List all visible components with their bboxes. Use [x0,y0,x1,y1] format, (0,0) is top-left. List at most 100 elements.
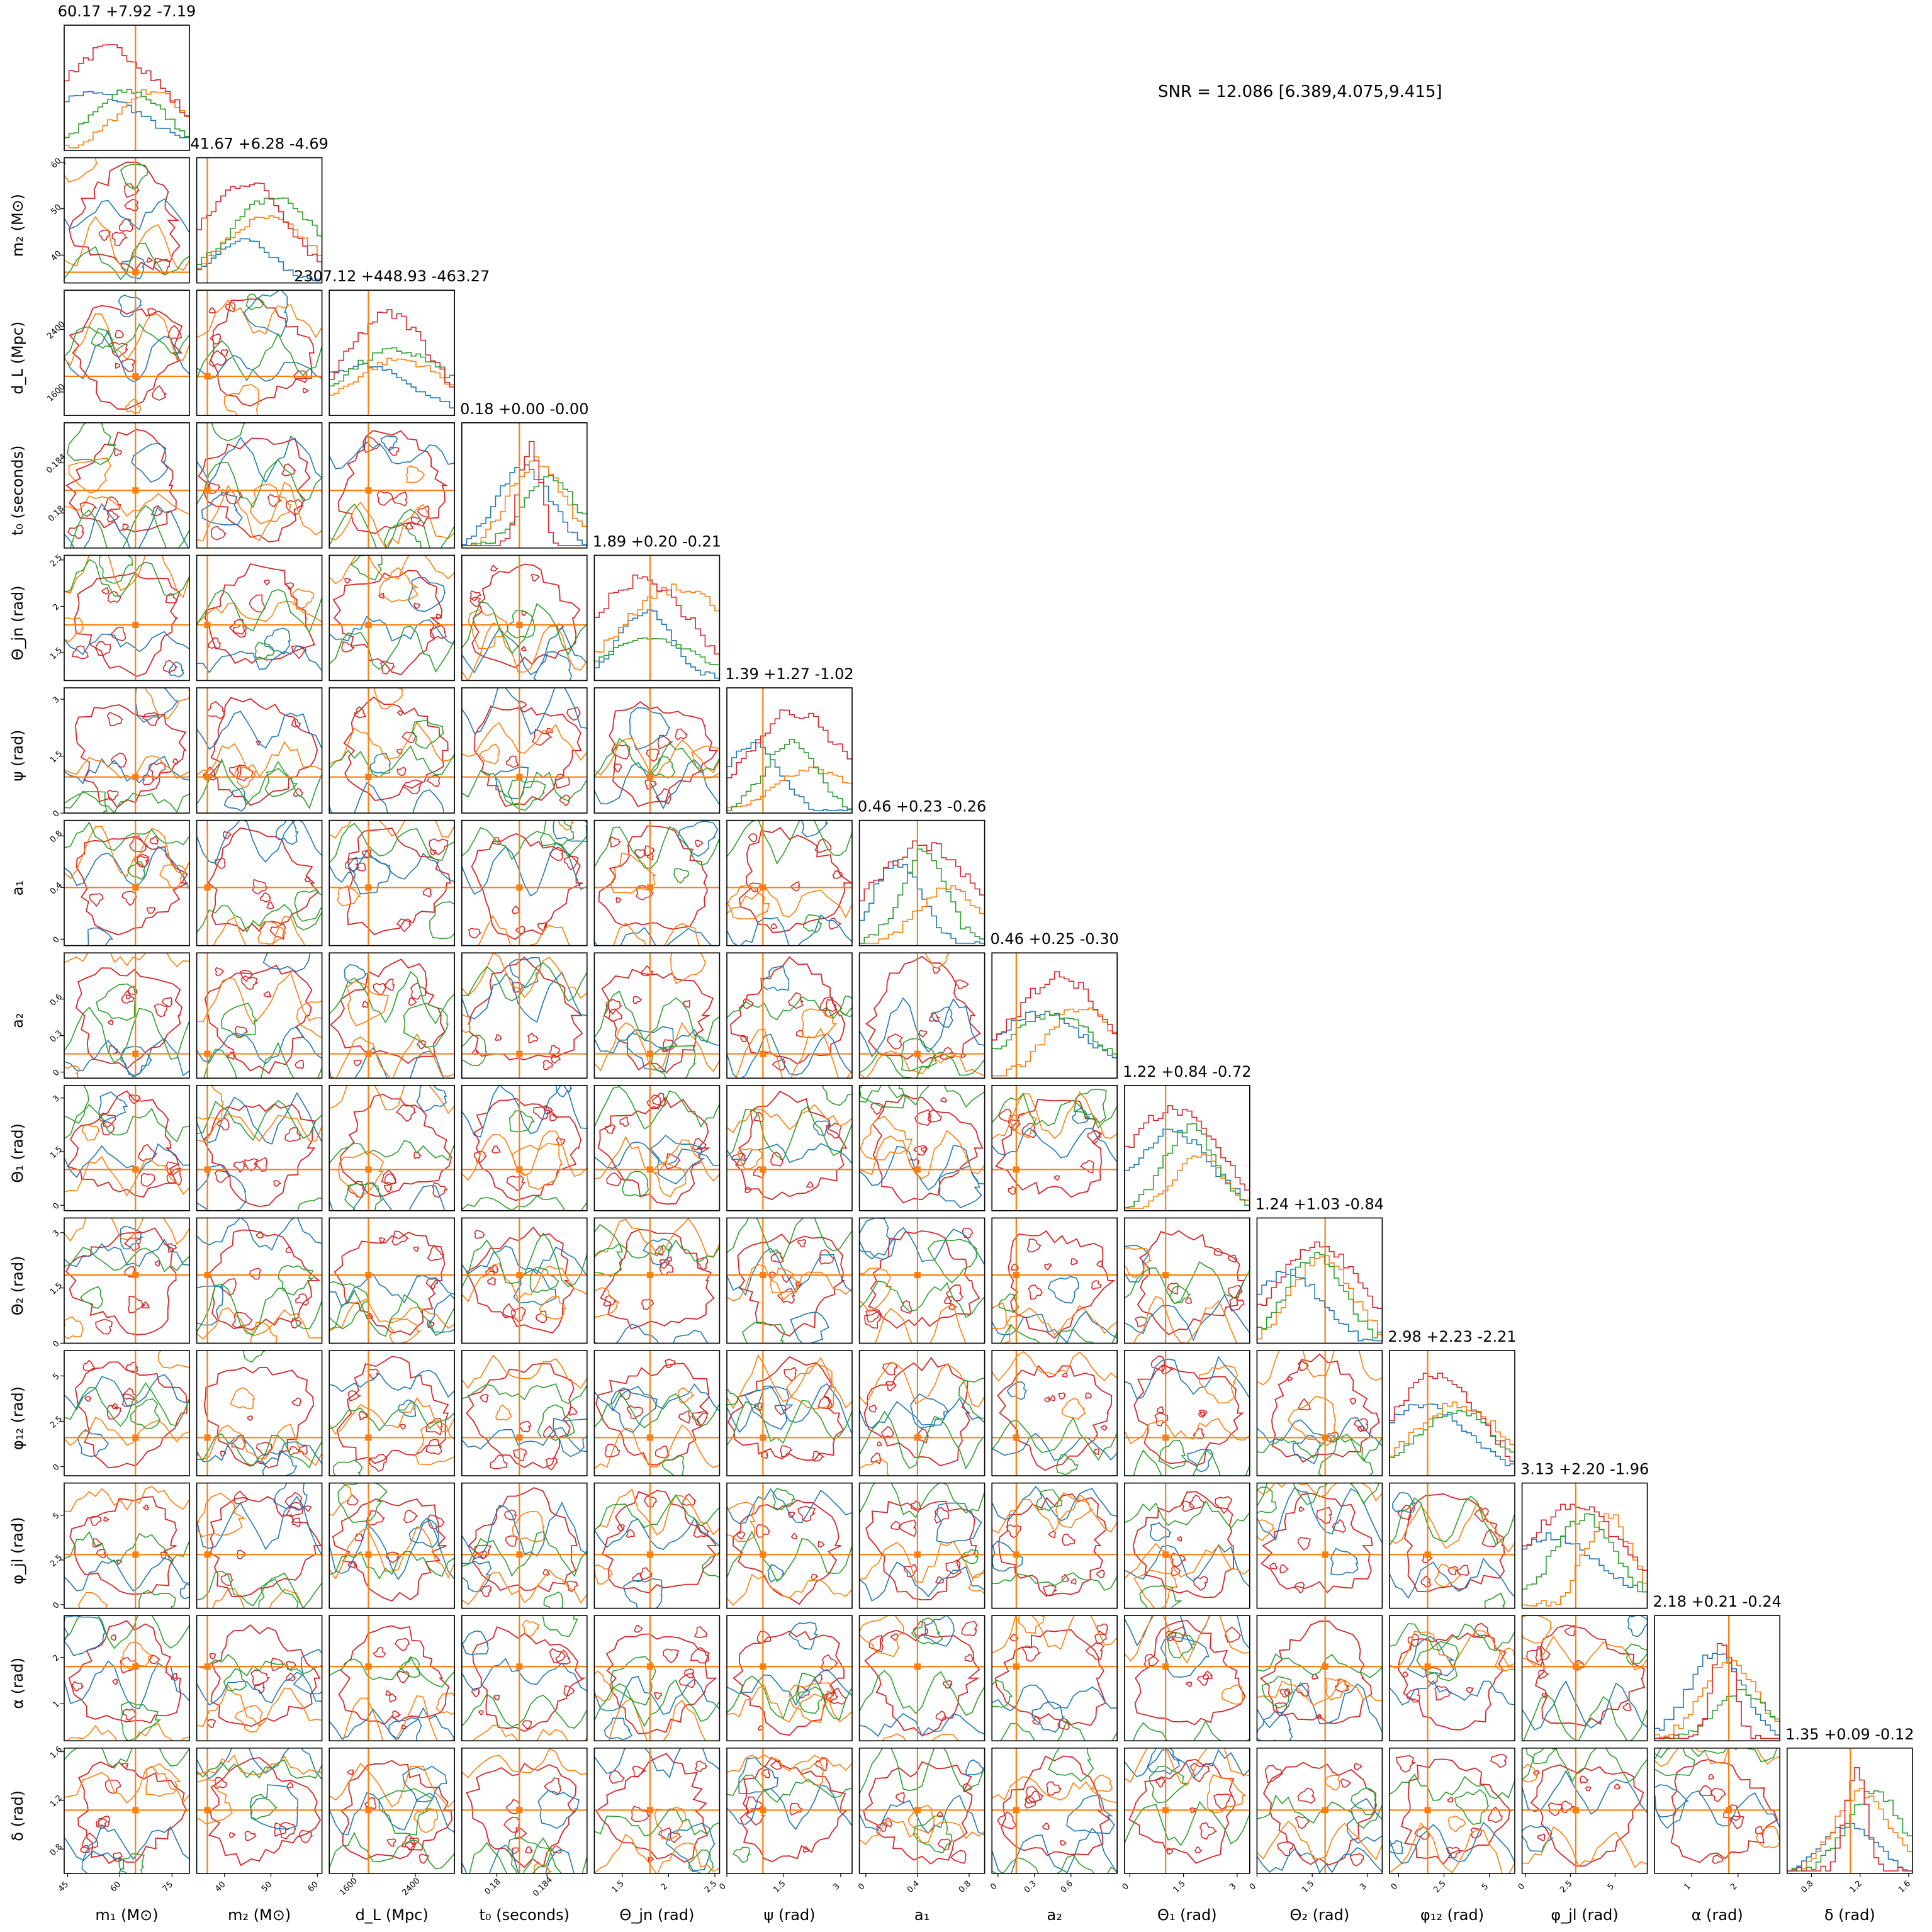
contour-series-0 [1257,1846,1383,1873]
contour-series-2-loop [221,1003,259,1037]
contour-island [1070,1258,1079,1266]
contour-series-2-loop [822,1085,852,1106]
panel-frame [593,1615,721,1741]
panel-frame [1124,1350,1250,1476]
contour-series-3 [609,700,719,807]
contour-series-0-loop [1006,1381,1028,1400]
contour-series-2-loop [911,1617,943,1645]
contour-island [403,1509,418,1524]
contour-series-0 [196,1092,322,1145]
x-axis-label-p2: d_L (Mpc) [356,1906,429,1924]
contour-island [943,1296,952,1305]
panel-p5-p4 [593,687,721,814]
contour-series-1-loop [1221,1684,1244,1705]
panel-p10-p8 [1124,1350,1250,1476]
truth-marker [1424,1663,1431,1670]
contour-series-0-loop [169,661,185,678]
truth-marker [646,1551,653,1558]
panel-frame [1124,1482,1250,1609]
panel-title-p9: 1.24 +1.03 -0.84 [1255,1195,1384,1213]
contour-series-2 [461,962,587,1003]
contour-island [964,1653,974,1663]
panel-frame [858,1085,986,1211]
contour-island [609,836,622,848]
contour-island [1059,1839,1067,1846]
contour-series-2 [196,1433,322,1469]
panel-p10-p3 [461,1350,588,1476]
contour-island [512,905,520,915]
contour-series-3 [601,969,714,1074]
contour-series-2-loop [120,164,149,190]
contour-series-1-loop [859,1267,892,1313]
contour-series-0-loop [649,1135,705,1185]
contour-island [646,853,654,861]
panel-p10-p6 [858,1350,986,1476]
contour-series-2 [1124,1800,1250,1846]
contour-island [373,982,387,996]
contour-series-0-loop [744,1386,794,1430]
panel-p9-p8 [1124,1217,1250,1344]
panel-frame [196,952,323,1079]
truth-marker [1013,1663,1019,1670]
contour-series-0-loop [77,1429,110,1457]
panel-p10-p10: 2.98 +2.23 -2.21 [1388,1328,1517,1476]
contour-island [122,1708,137,1721]
contour-series-0-loop [196,1164,247,1211]
truth-marker [365,1434,372,1441]
contour-series-3 [597,1096,710,1205]
contour-island [167,325,183,340]
contour-island [100,1121,116,1136]
contour-island [1541,1692,1548,1698]
panel-p6-p5 [726,819,853,946]
panel-p12-p8 [1124,1615,1250,1741]
contour-series-0-loop [120,255,145,280]
truth-marker [132,773,139,780]
contour-series-2 [64,559,189,597]
contour-series-1 [1257,1351,1383,1386]
contour-series-2 [329,823,455,864]
panel-p4-p0: 1.522.5Θ_jn (rad) [9,553,190,682]
contour-series-2 [329,1656,455,1688]
panel-frame [1521,1482,1648,1609]
contour-series-2 [859,1280,985,1318]
contour-series-0 [329,1182,446,1211]
panel-frame [1389,1615,1515,1741]
contour-series-1 [196,1755,322,1776]
panel-frame [1787,1748,1913,1874]
contour-island [644,779,658,790]
contour-series-2-loop [507,779,546,811]
contour-island [665,1359,677,1369]
contour-island [1096,1570,1105,1578]
contour-island [1279,1564,1289,1574]
contour-series-2-loop [127,861,145,880]
contour-island [626,1405,644,1420]
truth-marker [760,1663,767,1670]
panel-p9-p4 [593,1217,721,1344]
contour-series-1-loop [533,1862,553,1873]
contour-island [795,1281,802,1288]
panel-p9-p6 [858,1217,986,1344]
truth-marker [365,1272,372,1279]
contour-series-3 [1670,1758,1778,1863]
panel-frame [858,1350,986,1476]
panel-p12-p7 [991,1615,1118,1741]
contour-island [820,1654,839,1671]
contour-island [281,463,297,476]
panel-frame [593,952,721,1079]
contour-island [249,594,266,613]
contour-island [402,779,422,795]
contour-island [1525,1647,1544,1666]
contour-series-1-loop [159,864,186,890]
contour-island [215,967,225,977]
contour-island [1057,1717,1071,1731]
contour-island [101,587,110,595]
contour-island [690,1647,710,1664]
contour-series-0-loop [553,820,587,842]
contour-series-0 [594,1517,720,1551]
contour-series-2-loop [1257,1486,1278,1514]
panel-frame [461,952,588,1079]
panel-frame [991,1085,1118,1211]
contour-island [1447,1797,1454,1803]
panel-frame [726,1217,853,1344]
contour-island [254,1682,265,1694]
